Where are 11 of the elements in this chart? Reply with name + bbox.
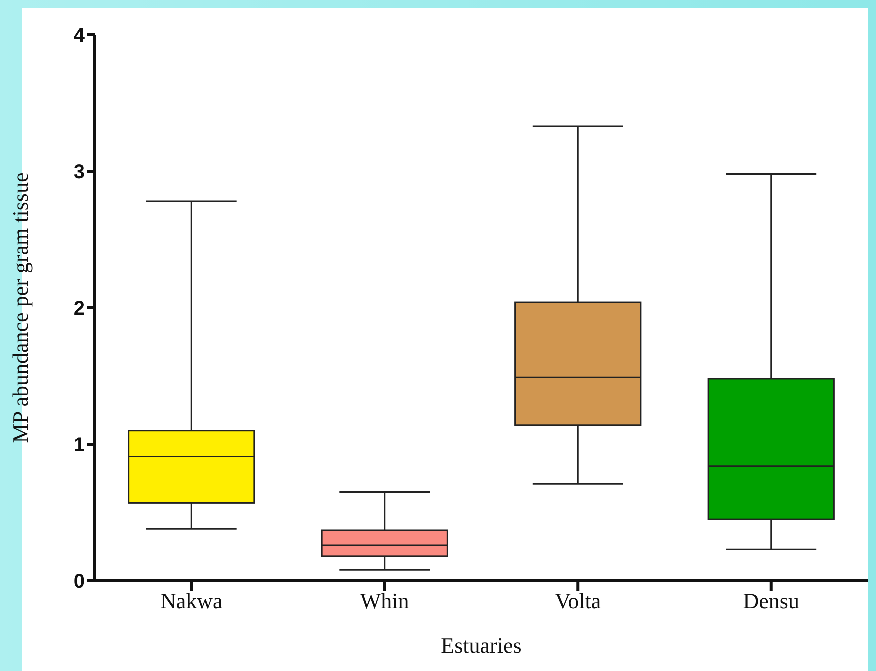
x-tick-label: Whin [360, 588, 410, 614]
y-tick-label: 1 [74, 434, 85, 457]
x-tick-label: Nakwa [160, 588, 224, 614]
x-tick-label: Volta [555, 588, 602, 614]
x-axis-title: Estuaries [441, 633, 522, 658]
x-tick-label: Densu [743, 588, 800, 614]
y-tick-label: 2 [74, 298, 85, 320]
y-tick-label: 4 [74, 25, 86, 48]
y-axis-title: MP abundance per gram tissue [8, 172, 33, 444]
y-tick-label: 0 [74, 571, 85, 594]
y-tick-label: 3 [74, 162, 85, 184]
